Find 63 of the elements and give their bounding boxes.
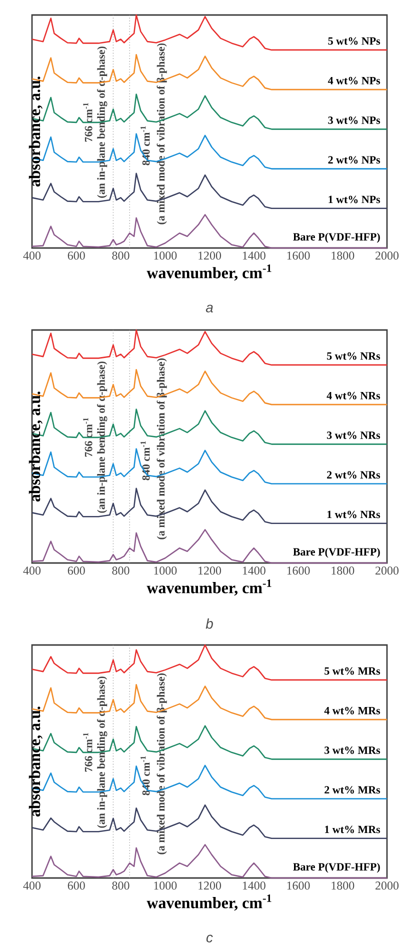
x-tick-label: 400 [23, 882, 41, 890]
ref-line-label: 766 cm$^{-1}$ [83, 418, 92, 457]
x-tick-label: 1400 [242, 882, 266, 890]
annotation: (an in-plane bending of α-phase) [97, 362, 108, 513]
x-tick-label: 1400 [242, 252, 266, 260]
x-tick-label: 600 [68, 252, 85, 260]
annotation: (an in-plane bending of α-phase) [97, 46, 108, 198]
y-axis-title: absorbance, a.u. [28, 392, 42, 502]
series-label: 1 wt% MRs [325, 826, 380, 834]
series-label: 3 wt% MRs [324, 746, 380, 754]
text: b [206, 618, 213, 629]
x-tick-label: 1200 [198, 566, 222, 575]
x-tick-label: 600 [68, 882, 85, 890]
x-axis-title: wavenumber, cm$^{-1}$ [146, 894, 272, 911]
y-axis-title: absorbance, a.u. [28, 76, 42, 187]
text: a [206, 304, 213, 312]
series-label: 4 wt% NRs [326, 392, 380, 400]
x-tick-label: 1000 [154, 566, 177, 575]
ref-line-label: 766 cm$^{-1}$ [83, 732, 92, 772]
series-label: 5 wt% NRs [327, 352, 380, 360]
x-axis-title: wavenumber, cm$^{-1}$ [146, 264, 272, 281]
x-tick-label: 1600 [287, 566, 310, 575]
annotation: (an in-plane bending of α-phase) [97, 676, 108, 828]
x-tick-label: 1600 [287, 252, 310, 260]
ref-line-label: 766 cm$^{-1}$ [83, 102, 92, 142]
series-label: 1 wt% NRs [327, 510, 380, 518]
x-tick-label: 1200 [198, 882, 222, 890]
x-tick-label: 800 [112, 252, 130, 260]
x-tick-label: 1000 [154, 252, 177, 260]
series-label: 3 wt% NPs [328, 116, 380, 124]
x-tick-label: 1800 [332, 882, 354, 890]
x-tick-label: 1000 [154, 882, 177, 890]
x-tick-label: 1800 [332, 566, 354, 575]
text: c [206, 934, 213, 942]
series-label: 5 wt% NPs [328, 37, 380, 45]
series-label: 4 wt% MRs [324, 706, 380, 714]
series-label: Bare P(VDF-HFP) [293, 232, 380, 243]
x-tick-label: 600 [68, 566, 85, 575]
x-tick-label: 2000 [376, 252, 399, 260]
annotation: (a mixed mode of vibration of β-phase) [156, 673, 167, 854]
x-tick-label: 1800 [332, 252, 354, 260]
series-label: 5 wt% MRs [324, 667, 380, 675]
x-tick-label: 1200 [198, 252, 222, 260]
x-tick-label: 800 [112, 566, 130, 575]
series-label: 2 wt% NPs [328, 156, 380, 164]
y-axis-title: absorbance, a.u. [28, 706, 42, 817]
series-label: Bare P(VDF-HFP) [293, 548, 380, 558]
x-tick-label: 400 [23, 252, 41, 260]
x-axis-title: wavenumber, cm$^{-1}$ [146, 580, 272, 596]
series-label: 2 wt% NRs [327, 471, 380, 479]
annotation: (a mixed mode of vibration of β-phase) [156, 43, 167, 224]
x-tick-label: 800 [112, 882, 130, 890]
x-tick-label: 2000 [376, 566, 399, 575]
x-tick-label: 400 [23, 566, 41, 575]
series-label: 2 wt% MRs [324, 786, 380, 794]
x-tick-label: 1400 [242, 566, 266, 575]
annotation: (a mixed mode of vibration of β-phase) [156, 358, 167, 540]
series-label: Bare P(VDF-HFP) [293, 862, 380, 873]
x-tick-label: 2000 [376, 882, 399, 890]
series-label: 4 wt% NPs [328, 76, 380, 84]
series-label: 3 wt% NRs [326, 432, 380, 439]
x-tick-label: 1600 [287, 882, 310, 890]
series-label: 1 wt% NPs [328, 196, 380, 204]
